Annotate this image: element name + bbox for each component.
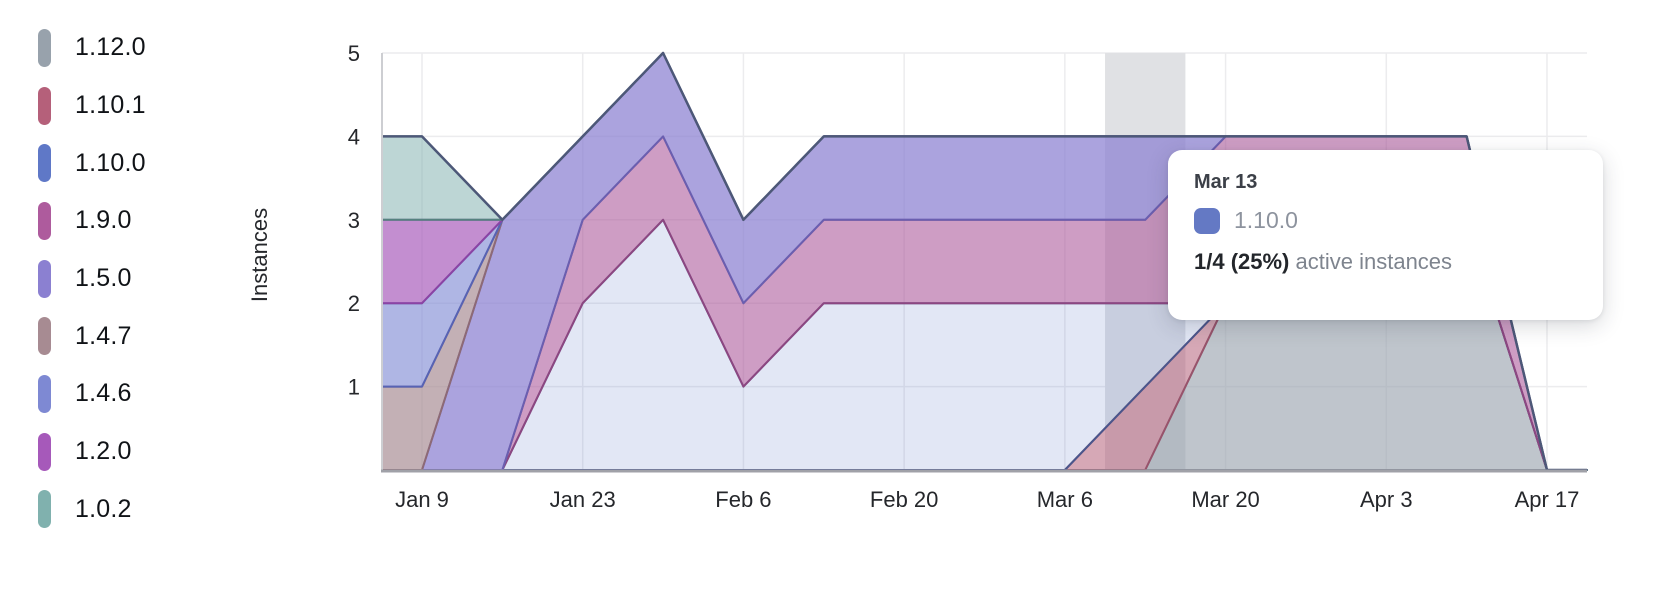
- x-tick-Feb-6: Feb 6: [715, 487, 771, 512]
- y-tick-3: 3: [348, 208, 360, 233]
- y-tick-1: 1: [348, 375, 360, 400]
- legend-label: 1.12.0: [75, 33, 146, 62]
- legend-item-1.2.0[interactable]: 1.2.0: [38, 423, 238, 481]
- legend-item-1.4.7[interactable]: 1.4.7: [38, 307, 238, 365]
- legend-swatch-1.12.0: [38, 28, 51, 67]
- chart-tooltip: Mar 13 1.10.0 1/4 (25%) active instances: [1168, 150, 1603, 320]
- x-tick-Apr-17: Apr 17: [1515, 487, 1580, 512]
- total-instances-line: [382, 51, 1587, 472]
- axis-tick-labels: 1 2 3 4 5 Jan 9 Jan 23 Feb 6 Feb 20 Mar 6 Mar 20 Ap…: [348, 41, 1580, 512]
- legend-label: 1.9.0: [75, 206, 132, 235]
- x-tick-Apr-3: Apr 3: [1360, 487, 1413, 512]
- tooltip-caption-text: active instances: [1295, 249, 1453, 274]
- x-tick-Mar-6: Mar 6: [1037, 487, 1093, 512]
- tooltip-series-name: 1.10.0: [1234, 207, 1298, 233]
- tooltip-value-row: 1/4 (25%) active instances: [1194, 249, 1577, 275]
- x-tick-Jan-23: Jan 23: [550, 487, 616, 512]
- y-tick-2: 2: [348, 291, 360, 316]
- legend-label: 1.4.6: [75, 379, 132, 408]
- legend-label: 1.10.1: [75, 91, 146, 120]
- tooltip-value: 1/4 (25%): [1194, 249, 1290, 274]
- y-tick-4: 4: [348, 124, 360, 149]
- y-tick-5: 5: [348, 41, 360, 66]
- legend-item-1.0.2[interactable]: 1.0.2: [38, 481, 238, 539]
- series-color-swatch: [1194, 207, 1220, 234]
- legend-label: 1.4.7: [75, 321, 132, 350]
- legend-item-1.4.6[interactable]: 1.4.6: [38, 365, 238, 423]
- legend-item-1.12.0[interactable]: 1.12.0: [38, 19, 238, 77]
- tooltip-series-row: 1.10.0: [1194, 207, 1577, 234]
- legend-swatch-1.10.0: [38, 144, 51, 183]
- version-legend: 1.12.0 1.10.1 1.10.0 1.9.0 1.5.0 1.4.7 1.4.6 1.…: [38, 19, 238, 538]
- legend-item-1.10.0[interactable]: 1.10.0: [38, 134, 238, 192]
- legend-swatch-1.0.2: [38, 490, 51, 529]
- x-tick-Feb-20: Feb 20: [870, 487, 939, 512]
- x-tick-Mar-20: Mar 20: [1191, 487, 1259, 512]
- legend-swatch-1.2.0: [38, 432, 51, 471]
- legend-swatch-1.4.7: [38, 317, 51, 356]
- tooltip-date: Mar 13: [1194, 171, 1258, 193]
- legend-label: 1.5.0: [75, 264, 132, 293]
- x-tick-Jan-9: Jan 9: [395, 487, 449, 512]
- legend-item-1.10.1[interactable]: 1.10.1: [38, 77, 238, 135]
- legend-label: 1.0.2: [75, 494, 132, 523]
- legend-swatch-1.10.1: [38, 86, 51, 125]
- legend-item-1.9.0[interactable]: 1.9.0: [38, 192, 238, 250]
- legend-swatch-1.5.0: [38, 259, 51, 298]
- legend-swatch-1.4.6: [38, 374, 51, 413]
- legend-item-1.5.0[interactable]: 1.5.0: [38, 250, 238, 308]
- legend-label: 1.2.0: [75, 437, 132, 466]
- legend-label: 1.10.0: [75, 148, 146, 177]
- legend-swatch-1.9.0: [38, 201, 51, 240]
